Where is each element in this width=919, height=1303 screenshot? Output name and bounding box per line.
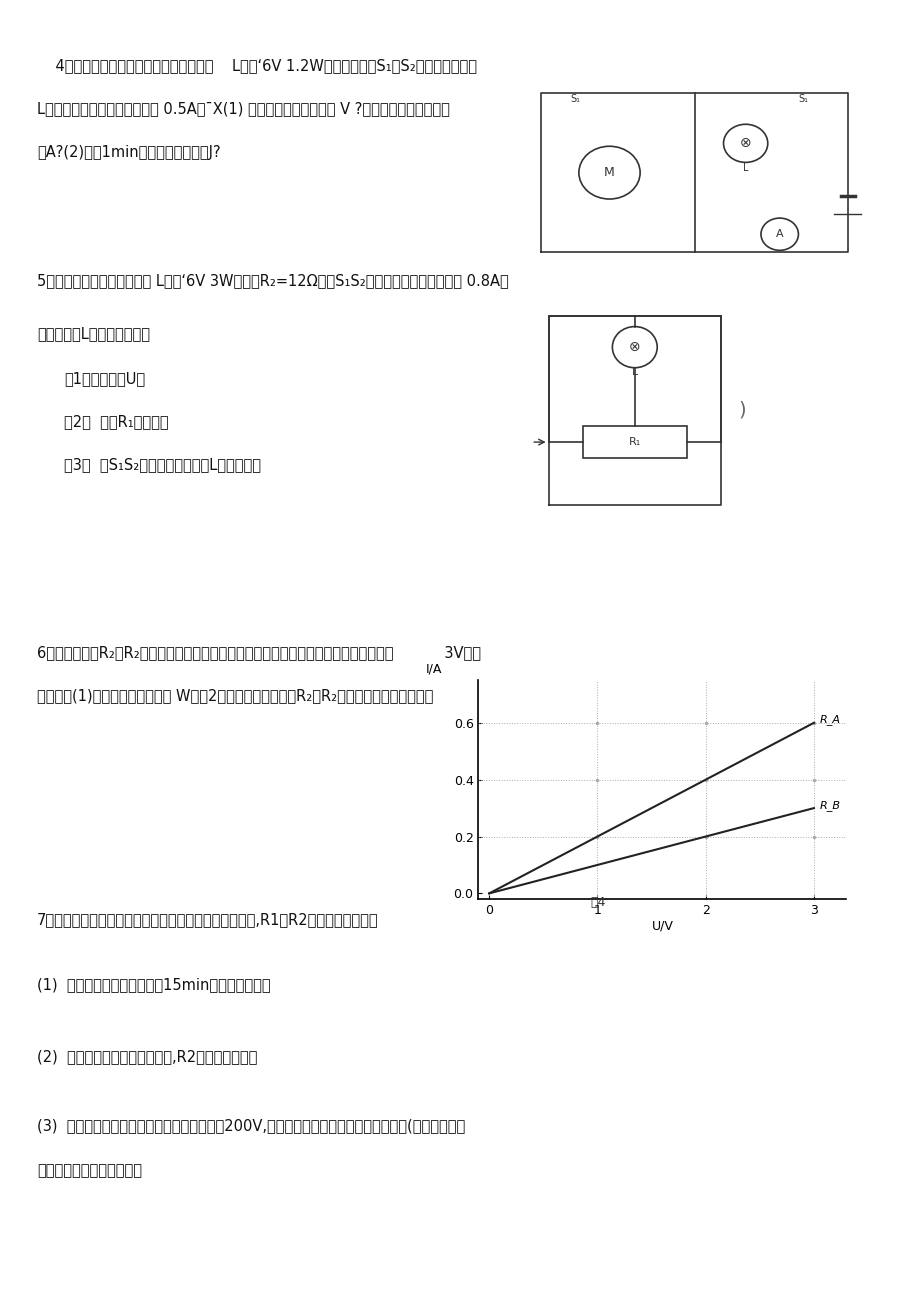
Text: ⊗: ⊗ <box>739 137 751 150</box>
Text: 4、如图所示电路，电源电压不变，电灯    L标有‘6V 1.2W字样。当开关S₁、S₂均闭合时，电灯: 4、如图所示电路，电源电压不变，电灯 L标有‘6V 1.2W字样。当开关S₁、S… <box>37 59 476 74</box>
Text: (1)  电烤筱在高温挡正常工作15min所消耗的电能。: (1) 电烤筱在高温挡正常工作15min所消耗的电能。 <box>37 977 270 993</box>
Text: (3)  假设在用电高峰时，家庭电路实际电压为200V,电烤筱在高温挡的实际功率是多少？(实际功率计算: (3) 假设在用电高峰时，家庭电路实际电压为200V,电烤筱在高温挡的实际功率是… <box>37 1118 464 1134</box>
Text: M: M <box>604 167 614 179</box>
Text: ⊗: ⊗ <box>629 340 640 354</box>
Text: （3）  当S₁S₂都断开时，小灯泡L消耗的功率: （3） 当S₁S₂都断开时，小灯泡L消耗的功率 <box>64 457 261 473</box>
Text: R_A: R_A <box>819 714 839 726</box>
Text: 7、如表为一台电烤筱的铭牌，其内部简化电路如图所示,R1和R2均为电热丝。求：: 7、如表为一台电烤筱的铭牌，其内部简化电路如图所示,R1和R2均为电热丝。求： <box>37 912 378 928</box>
Text: L: L <box>743 163 747 173</box>
Text: R₁: R₁ <box>628 437 641 447</box>
Text: R_B: R_B <box>819 800 839 810</box>
X-axis label: U/V: U/V <box>651 920 673 933</box>
Text: 少A?(2)通电1min电路消耗电能多少J?: 少A?(2)通电1min电路消耗电能多少J? <box>37 145 221 160</box>
Text: L: L <box>631 367 637 378</box>
Text: S₁: S₁ <box>798 94 808 104</box>
Text: 图4: 图4 <box>590 896 605 909</box>
Text: （2）  电阵R₁的阻値；: （2） 电阵R₁的阻値； <box>64 414 169 430</box>
Text: （1）电源电压U；: （1）电源电压U； <box>64 371 145 387</box>
Text: 这时小灯泡L正常发光，求：: 这时小灯泡L正常发光，求： <box>37 326 150 341</box>
Text: 源两端，(1)电路的总功率为多少 W？（2）通电一段时间后，R₂和R₂产生的热量之比是多少？: 源两端，(1)电路的总功率为多少 W？（2）通电一段时间后，R₂和R₂产生的热量… <box>37 688 433 704</box>
Text: L恰能正常发光，电流表示数为 0.5A。¯X(1) 电动机两端电压为多少 V ?通过电动机的电流为多: L恰能正常发光，电流表示数为 0.5A。¯X(1) 电动机两端电压为多少 V ?… <box>37 102 449 117</box>
Text: S₁: S₁ <box>570 94 580 104</box>
Text: I/A: I/A <box>425 663 442 676</box>
Text: 6、两定値电阵R₂和R₂中的电流与其两端电压的关系如图所示，若将两电阵串联在电压为           3V的电: 6、两定値电阵R₂和R₂中的电流与其两端电压的关系如图所示，若将两电阵串联在电压… <box>37 645 481 661</box>
Text: A: A <box>775 229 783 240</box>
Text: (2)  电烤筱在低温挡正常工作时,R2的阻値是多少。: (2) 电烤筱在低温挡正常工作时,R2的阻値是多少。 <box>37 1049 257 1065</box>
Text: 结果保留到小数点后一位）: 结果保留到小数点后一位） <box>37 1164 142 1179</box>
Text: 5、如图所示电路中，小灯泡 L标有‘6V 3W字样，R₂=12Ω，当S₁S₂都闭合时，电流表示数为 0.8A，: 5、如图所示电路中，小灯泡 L标有‘6V 3W字样，R₂=12Ω，当S₁S₂都闭… <box>37 274 508 289</box>
Text: ): ) <box>738 401 745 420</box>
